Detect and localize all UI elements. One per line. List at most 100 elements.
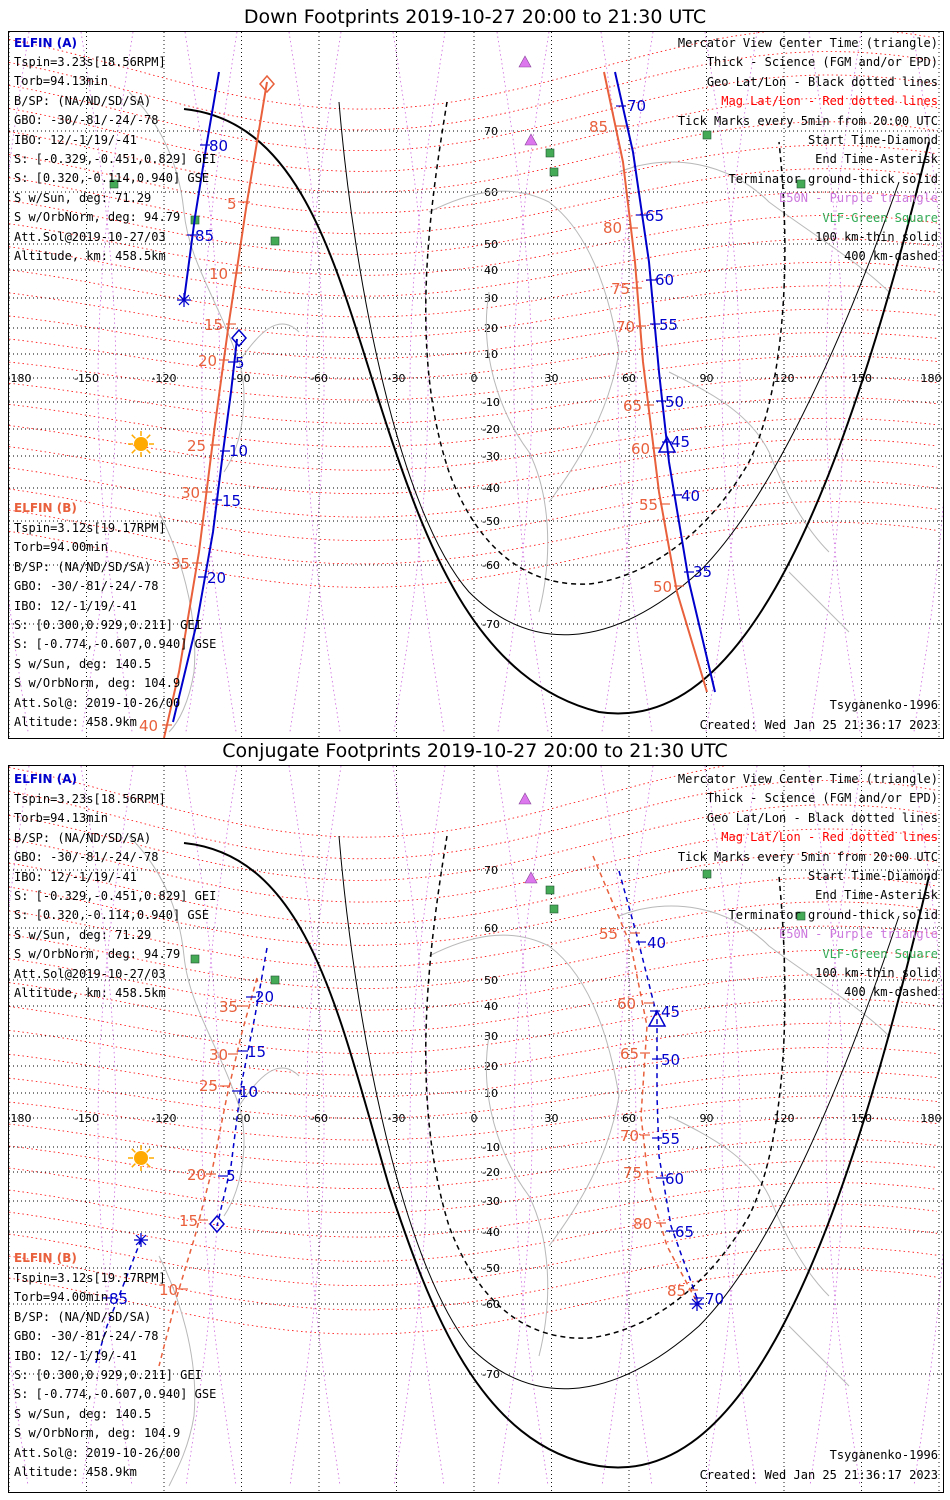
coastline xyxy=(668,1115,830,1297)
mag-lon-line xyxy=(97,32,134,733)
coastline xyxy=(618,161,890,293)
elfin-a-track xyxy=(172,338,238,723)
elfin-a-label: ELFIN (A) xyxy=(14,36,77,50)
map-canvas: 70605040302010-10-20-30-40-50-60-70-180-… xyxy=(9,766,943,1492)
mag-lon-line xyxy=(825,32,862,733)
track-tick-label: 60 xyxy=(655,271,674,289)
mag-lat-line xyxy=(9,501,938,565)
info-line: IBO: 12/-1/19/-41 xyxy=(14,598,137,613)
vlf-square-icon xyxy=(190,954,200,964)
mag-lat-line xyxy=(9,1203,938,1262)
info-line: B/SP: (NA/ND/SD/SA) xyxy=(14,93,152,108)
track-tick-label: 70 xyxy=(627,97,646,115)
mag-lon-line xyxy=(409,766,446,1487)
track-tick-label: 85 xyxy=(589,118,608,136)
lat-label: -50 xyxy=(482,515,500,528)
mag-lat-line xyxy=(9,1022,938,1076)
info-line: S: [-0.774,-0.607,0.940] GSE xyxy=(14,637,217,652)
mag-lat-line xyxy=(9,521,938,588)
legend-item: Start Time-Diamond xyxy=(807,133,938,148)
mag-lat-line xyxy=(9,98,938,172)
info-line: Altitude, km: 458.5km xyxy=(14,249,166,264)
lat-label: -20 xyxy=(482,423,500,436)
info-line: S: [-0.774,-0.607,0.940] GSE xyxy=(14,1387,217,1402)
track-tick-label: 35 xyxy=(693,563,712,581)
sun-ray xyxy=(146,434,151,439)
legend-item: E50N - Purple triangle xyxy=(779,191,938,206)
track-tick-label: 5 xyxy=(227,195,237,213)
mag-lat-line xyxy=(9,950,938,1011)
mag-lat-line xyxy=(9,852,938,925)
track-tick-label: 20 xyxy=(207,569,226,587)
track-tick-label: 10 xyxy=(229,442,248,460)
panel-2-title: Conjugate Footprints 2019-10-27 20:00 to… xyxy=(222,740,728,762)
lat-label: 20 xyxy=(484,322,498,335)
legend-item: End Time-Asterisk xyxy=(815,888,938,903)
lon-label: 30 xyxy=(545,372,559,385)
lat-label: -30 xyxy=(482,1195,500,1208)
track-tick-label: 80 xyxy=(209,137,228,155)
mag-lat-line xyxy=(9,901,938,968)
sun-ray xyxy=(131,1163,136,1168)
view-center-triangle-icon xyxy=(657,435,677,453)
info-line: IBO: 12/-1/19/-41 xyxy=(14,1348,137,1363)
legend-item: Thick - Science (FGM and/or EPD) xyxy=(706,791,938,806)
vlf-square-icon xyxy=(270,236,280,246)
vlf-square-icon xyxy=(702,869,712,879)
track-tick-label: 70 xyxy=(705,1290,724,1308)
lat-label: 70 xyxy=(484,125,498,138)
lon-label: 0 xyxy=(471,372,478,385)
legend-item: Mercator View Center Time (triangle) xyxy=(677,36,938,50)
info-line: GBO: -30/-81/-24/-78 xyxy=(14,1329,159,1344)
sun-ray xyxy=(131,434,136,439)
info-line: S w/OrbNorm, deg: 94.79 xyxy=(14,210,181,225)
coastline xyxy=(238,1067,300,1107)
lon-label: 90 xyxy=(700,1112,714,1125)
coastline xyxy=(128,835,245,1217)
elfin-b-label: ELFIN (B) xyxy=(14,1251,77,1265)
lat-label: 50 xyxy=(484,974,498,987)
info-line: S: [0.320,-0.114,0.940] GSE xyxy=(14,171,210,186)
mag-lon-line xyxy=(513,32,550,733)
mag-lat-line xyxy=(9,780,938,860)
track-tick-label: 55 xyxy=(639,496,658,514)
info-line: Torb=94.00min xyxy=(14,1290,108,1305)
mag-lat-line xyxy=(9,1117,938,1165)
mag-lon-line xyxy=(9,32,30,733)
info-line: GBO: -30/-81/-24/-78 xyxy=(14,113,159,128)
info-line: Tspin=3.23s[18.56RPM] xyxy=(14,792,166,806)
lat-label: 40 xyxy=(484,264,498,277)
mag-lat-line xyxy=(9,417,938,471)
terminator-100km-line xyxy=(338,835,900,1390)
lat-label: 40 xyxy=(484,1000,498,1013)
info-line: S w/OrbNorm, deg: 104.9 xyxy=(14,1426,181,1441)
vlf-square-icon xyxy=(545,148,555,158)
mag-lat-line xyxy=(9,285,938,339)
info-line: Att.Sol@2019-10-27/03 xyxy=(14,229,166,244)
start-diamond-icon xyxy=(231,328,247,348)
track-tick-label: 80 xyxy=(633,1215,652,1233)
mag-lat-line xyxy=(9,144,938,214)
track-tick-label: 40 xyxy=(139,717,158,735)
track-tick-label: 65 xyxy=(675,1223,694,1241)
lon-label: -60 xyxy=(310,372,328,385)
lat-label: -10 xyxy=(482,396,500,409)
terminator-400km-line xyxy=(425,835,786,1339)
track-tick-label: 80 xyxy=(603,219,622,237)
track-tick-label: 25 xyxy=(187,437,206,455)
coastline xyxy=(485,291,549,613)
track-tick-label: 40 xyxy=(647,934,666,952)
lon-label: 30 xyxy=(545,1112,559,1125)
mag-lat-line xyxy=(9,121,938,193)
vlf-square-icon xyxy=(796,179,806,189)
mag-lat-line xyxy=(9,51,938,131)
mag-lon-line xyxy=(600,32,637,733)
lat-label: -20 xyxy=(482,1166,500,1179)
coastline xyxy=(158,511,196,733)
mag-lon-line xyxy=(392,32,429,733)
elfin-b-track xyxy=(603,71,708,693)
elfin-a-track xyxy=(614,71,716,693)
start-diamond-icon xyxy=(259,74,275,94)
info-line: S: [-0.329,-0.451,0.829] GEI xyxy=(14,152,217,167)
legend-item: End Time-Asterisk xyxy=(815,152,938,167)
